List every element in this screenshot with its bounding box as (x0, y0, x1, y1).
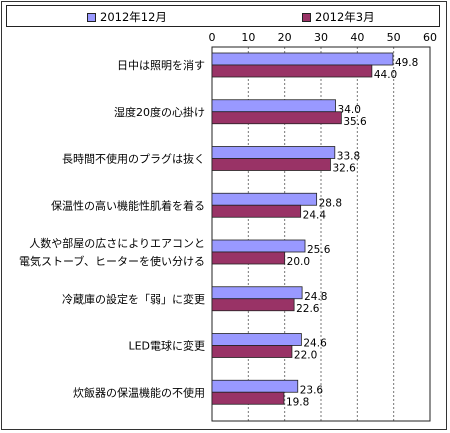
legend-label-dec: 2012年12月 (100, 10, 167, 24)
category-label: 炊飯器の保温機能の不使用 (73, 385, 205, 399)
data-label: 33.8 (337, 151, 360, 163)
data-label: 25.6 (307, 244, 331, 256)
category-label: 保温性の高い機能性肌着を着る (51, 198, 205, 212)
bar (211, 391, 285, 405)
data-label: 24.4 (303, 209, 327, 221)
bar (211, 345, 293, 358)
bar (211, 52, 394, 66)
bar (211, 146, 336, 159)
bar (211, 111, 342, 125)
category-label: LED電球に変更 (128, 339, 205, 353)
bar (211, 158, 331, 171)
data-label: 23.6 (300, 384, 324, 396)
category-label: 湿度20度の心掛け (114, 105, 205, 119)
bar (211, 286, 303, 300)
bar (211, 333, 302, 346)
data-label: 44.0 (374, 69, 397, 81)
category-label: 電気ストーブ、ヒーターを使い分ける (19, 254, 205, 268)
bar (211, 204, 302, 218)
bar (211, 239, 306, 253)
data-label: 49.8 (395, 57, 418, 69)
category-label: 冷蔵庫の設定を「弱」に変更 (62, 292, 205, 306)
bar (211, 379, 299, 393)
bar (211, 64, 373, 78)
data-label: 24.8 (304, 291, 327, 303)
data-label: 35.6 (343, 116, 367, 128)
data-label: 22.0 (294, 350, 317, 362)
category-label: 長時間不使用のプラグは抜く (62, 152, 205, 166)
legend-item-dec: 2012年12月 (87, 9, 167, 25)
x-tick-label: 0 (209, 31, 216, 44)
data-label: 34.0 (338, 104, 361, 116)
legend-item-mar: 2012年3月 (302, 9, 375, 25)
x-tick-label: 50 (387, 31, 401, 44)
data-label: 24.6 (303, 338, 327, 350)
data-label: 19.8 (286, 396, 309, 408)
x-tick-label: 40 (350, 31, 364, 44)
x-tick-label: 30 (314, 31, 328, 44)
data-label: 32.6 (332, 163, 356, 175)
category-label: 日中は照明を消す (117, 58, 205, 72)
bar (211, 99, 336, 113)
data-label: 22.6 (296, 303, 320, 315)
bar (211, 251, 286, 265)
legend-label-mar: 2012年3月 (315, 10, 375, 24)
legend-swatch-dec (87, 12, 96, 22)
bar (211, 192, 318, 206)
data-label: 20.0 (287, 256, 310, 268)
data-label: 28.8 (319, 197, 342, 209)
category-label: 人数や部屋の広さによりエアコンと (29, 236, 205, 250)
x-tick-label: 60 (423, 31, 437, 44)
x-tick-label: 20 (278, 31, 292, 44)
bar (211, 298, 295, 312)
chart-legend: 2012年12月 2012年3月 (6, 5, 440, 27)
plot-area (211, 46, 431, 422)
x-tick-label: 10 (241, 31, 255, 44)
legend-swatch-mar (302, 12, 311, 22)
